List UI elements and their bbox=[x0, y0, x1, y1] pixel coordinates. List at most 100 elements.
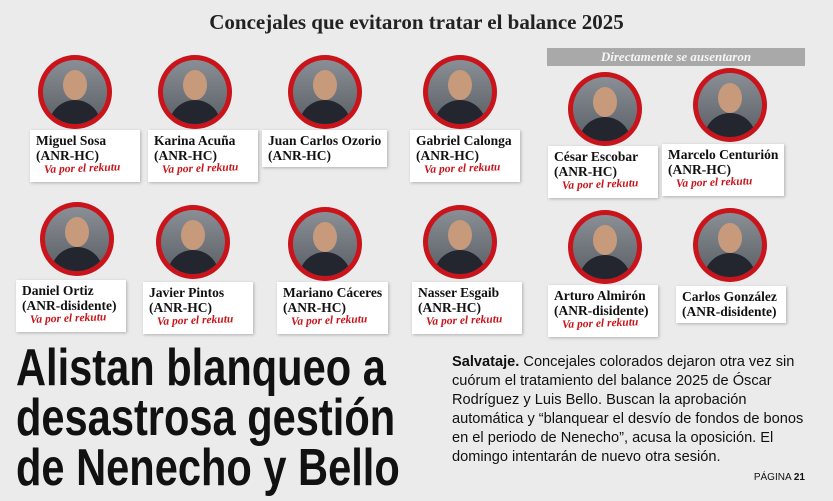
photo-image bbox=[698, 73, 762, 137]
photo-head bbox=[183, 70, 207, 100]
photo-head bbox=[448, 70, 472, 100]
person-card: Arturo Almirón (ANR-disidente) Va por el r… bbox=[548, 285, 658, 337]
photo-head bbox=[448, 220, 472, 250]
person-name: Javier Pintos bbox=[149, 285, 225, 300]
photo-image bbox=[428, 60, 492, 124]
person-party: (ANR-HC) bbox=[154, 148, 217, 163]
person-card: César Escobar (ANR-HC) Va por el rekutu bbox=[548, 146, 658, 198]
photo-head bbox=[181, 220, 205, 250]
person-party: (ANR-HC) bbox=[416, 148, 479, 163]
page-number: PÁGINA 21 bbox=[754, 472, 805, 483]
lead: Salvataje. bbox=[452, 354, 520, 370]
photo-image bbox=[573, 77, 637, 141]
photo-suit bbox=[49, 100, 101, 124]
photo-image bbox=[45, 207, 109, 271]
headline-line: desastrosa gestión bbox=[16, 389, 396, 447]
person-name: Carlos González bbox=[682, 289, 777, 304]
photo-head bbox=[313, 222, 337, 252]
person-card: Marcelo Centurión (ANR-HC) Va por el rekut… bbox=[662, 144, 785, 196]
headline-line: de Nenecho y Bello bbox=[16, 439, 400, 497]
body-text: Salvataje. Concejales colorados dejaron … bbox=[452, 353, 814, 467]
headline-line: Alistan blanqueo a bbox=[16, 339, 386, 397]
person-name: Juan Carlos Ozorio bbox=[268, 133, 382, 148]
photo-suit bbox=[299, 252, 351, 276]
photo-head bbox=[718, 223, 742, 253]
photo-suit bbox=[51, 247, 103, 271]
photo bbox=[156, 205, 230, 279]
person-party: (ANR-disidente) bbox=[554, 303, 649, 318]
photo bbox=[423, 205, 497, 279]
section-label: Directamente se ausentaron bbox=[547, 48, 805, 66]
photo-image bbox=[573, 215, 637, 279]
photo-suit bbox=[704, 113, 756, 137]
person-name: Arturo Almirón bbox=[554, 288, 646, 303]
photo bbox=[288, 207, 362, 281]
person-party: (ANR-HC) bbox=[268, 148, 331, 163]
photo-image bbox=[698, 213, 762, 277]
photo bbox=[38, 55, 112, 129]
person-tag: Va por el rekutu bbox=[43, 161, 121, 176]
person-card: Nasser Esgaib (ANR-HC) Va por el rekutu bbox=[412, 282, 522, 334]
photo-suit bbox=[434, 250, 486, 274]
person-tag: Va por el rekutu bbox=[161, 161, 239, 176]
photo bbox=[568, 210, 642, 284]
page-label: PÁGINA bbox=[753, 472, 792, 483]
person-name: Marcelo Centurión bbox=[668, 147, 779, 162]
photo bbox=[423, 55, 497, 129]
photo-head bbox=[63, 70, 87, 100]
photo-suit bbox=[704, 253, 756, 277]
photo bbox=[693, 208, 767, 282]
person-card: Mariano Cáceres (ANR-HC) Va por el rekutu bbox=[277, 282, 389, 334]
photo-suit bbox=[299, 100, 351, 124]
person-tag: Va por el rekutu bbox=[561, 316, 639, 331]
photo bbox=[568, 72, 642, 146]
photo-image bbox=[293, 212, 357, 276]
photo-image bbox=[293, 60, 357, 124]
photo-head bbox=[593, 225, 617, 255]
person-name: Mariano Cáceres bbox=[283, 285, 383, 300]
person-party: (ANR-HC) bbox=[418, 300, 481, 315]
photo-image bbox=[161, 210, 225, 274]
person-party: (ANR-HC) bbox=[149, 300, 212, 315]
person-card: Juan Carlos Ozorio (ANR-HC) bbox=[262, 130, 388, 167]
photo-image bbox=[43, 60, 107, 124]
photo bbox=[288, 55, 362, 129]
photo bbox=[693, 68, 767, 142]
photo bbox=[40, 202, 114, 276]
person-tag: Va por el rekutu bbox=[29, 311, 107, 326]
photo-image bbox=[163, 60, 227, 124]
photo-image bbox=[428, 210, 492, 274]
person-name: César Escobar bbox=[554, 149, 639, 164]
person-party: (ANR-disidente) bbox=[682, 304, 777, 319]
photo-suit bbox=[169, 100, 221, 124]
person-card: Gabriel Calonga (ANR-HC) Va por el rekutu bbox=[410, 130, 520, 182]
person-card: Karina Acuña (ANR-HC) Va por el rekutu bbox=[148, 130, 258, 182]
photo-head bbox=[718, 83, 742, 113]
person-name: Daniel Ortiz bbox=[22, 283, 94, 298]
person-card: Miguel Sosa (ANR-HC) Va por el rekutu bbox=[30, 130, 140, 182]
person-card: Javier Pintos (ANR-HC) Va por el rekutu bbox=[143, 282, 253, 334]
photo-suit bbox=[434, 100, 486, 124]
photo bbox=[158, 55, 232, 129]
person-party: (ANR-HC) bbox=[554, 164, 617, 179]
person-tag: Va por el rekutu bbox=[561, 177, 639, 192]
person-card: Daniel Ortiz (ANR-disidente) Va por el rek… bbox=[16, 280, 126, 332]
photo-head bbox=[65, 217, 89, 247]
photo-suit bbox=[579, 255, 631, 279]
page-num: 21 bbox=[793, 472, 805, 483]
person-party: (ANR-HC) bbox=[283, 300, 346, 315]
person-name: Gabriel Calonga bbox=[416, 133, 512, 148]
person-party: (ANR-HC) bbox=[668, 162, 731, 177]
person-name: Miguel Sosa bbox=[36, 133, 107, 148]
person-tag: Va por el rekutu bbox=[156, 313, 234, 328]
person-name: Nasser Esgaib bbox=[418, 285, 500, 300]
header-title: Concejales que evitaron tratar el balanc… bbox=[209, 10, 624, 34]
person-card: Carlos González (ANR-disidente) bbox=[676, 286, 786, 323]
person-party: (ANR-disidente) bbox=[22, 298, 117, 313]
photo-head bbox=[313, 70, 337, 100]
photo-suit bbox=[167, 250, 219, 274]
person-tag: Va por el rekutu bbox=[423, 161, 501, 176]
person-tag: Va por el rekutu bbox=[425, 313, 503, 328]
text: Concejales colorados dejaron otra vez si… bbox=[452, 354, 804, 465]
